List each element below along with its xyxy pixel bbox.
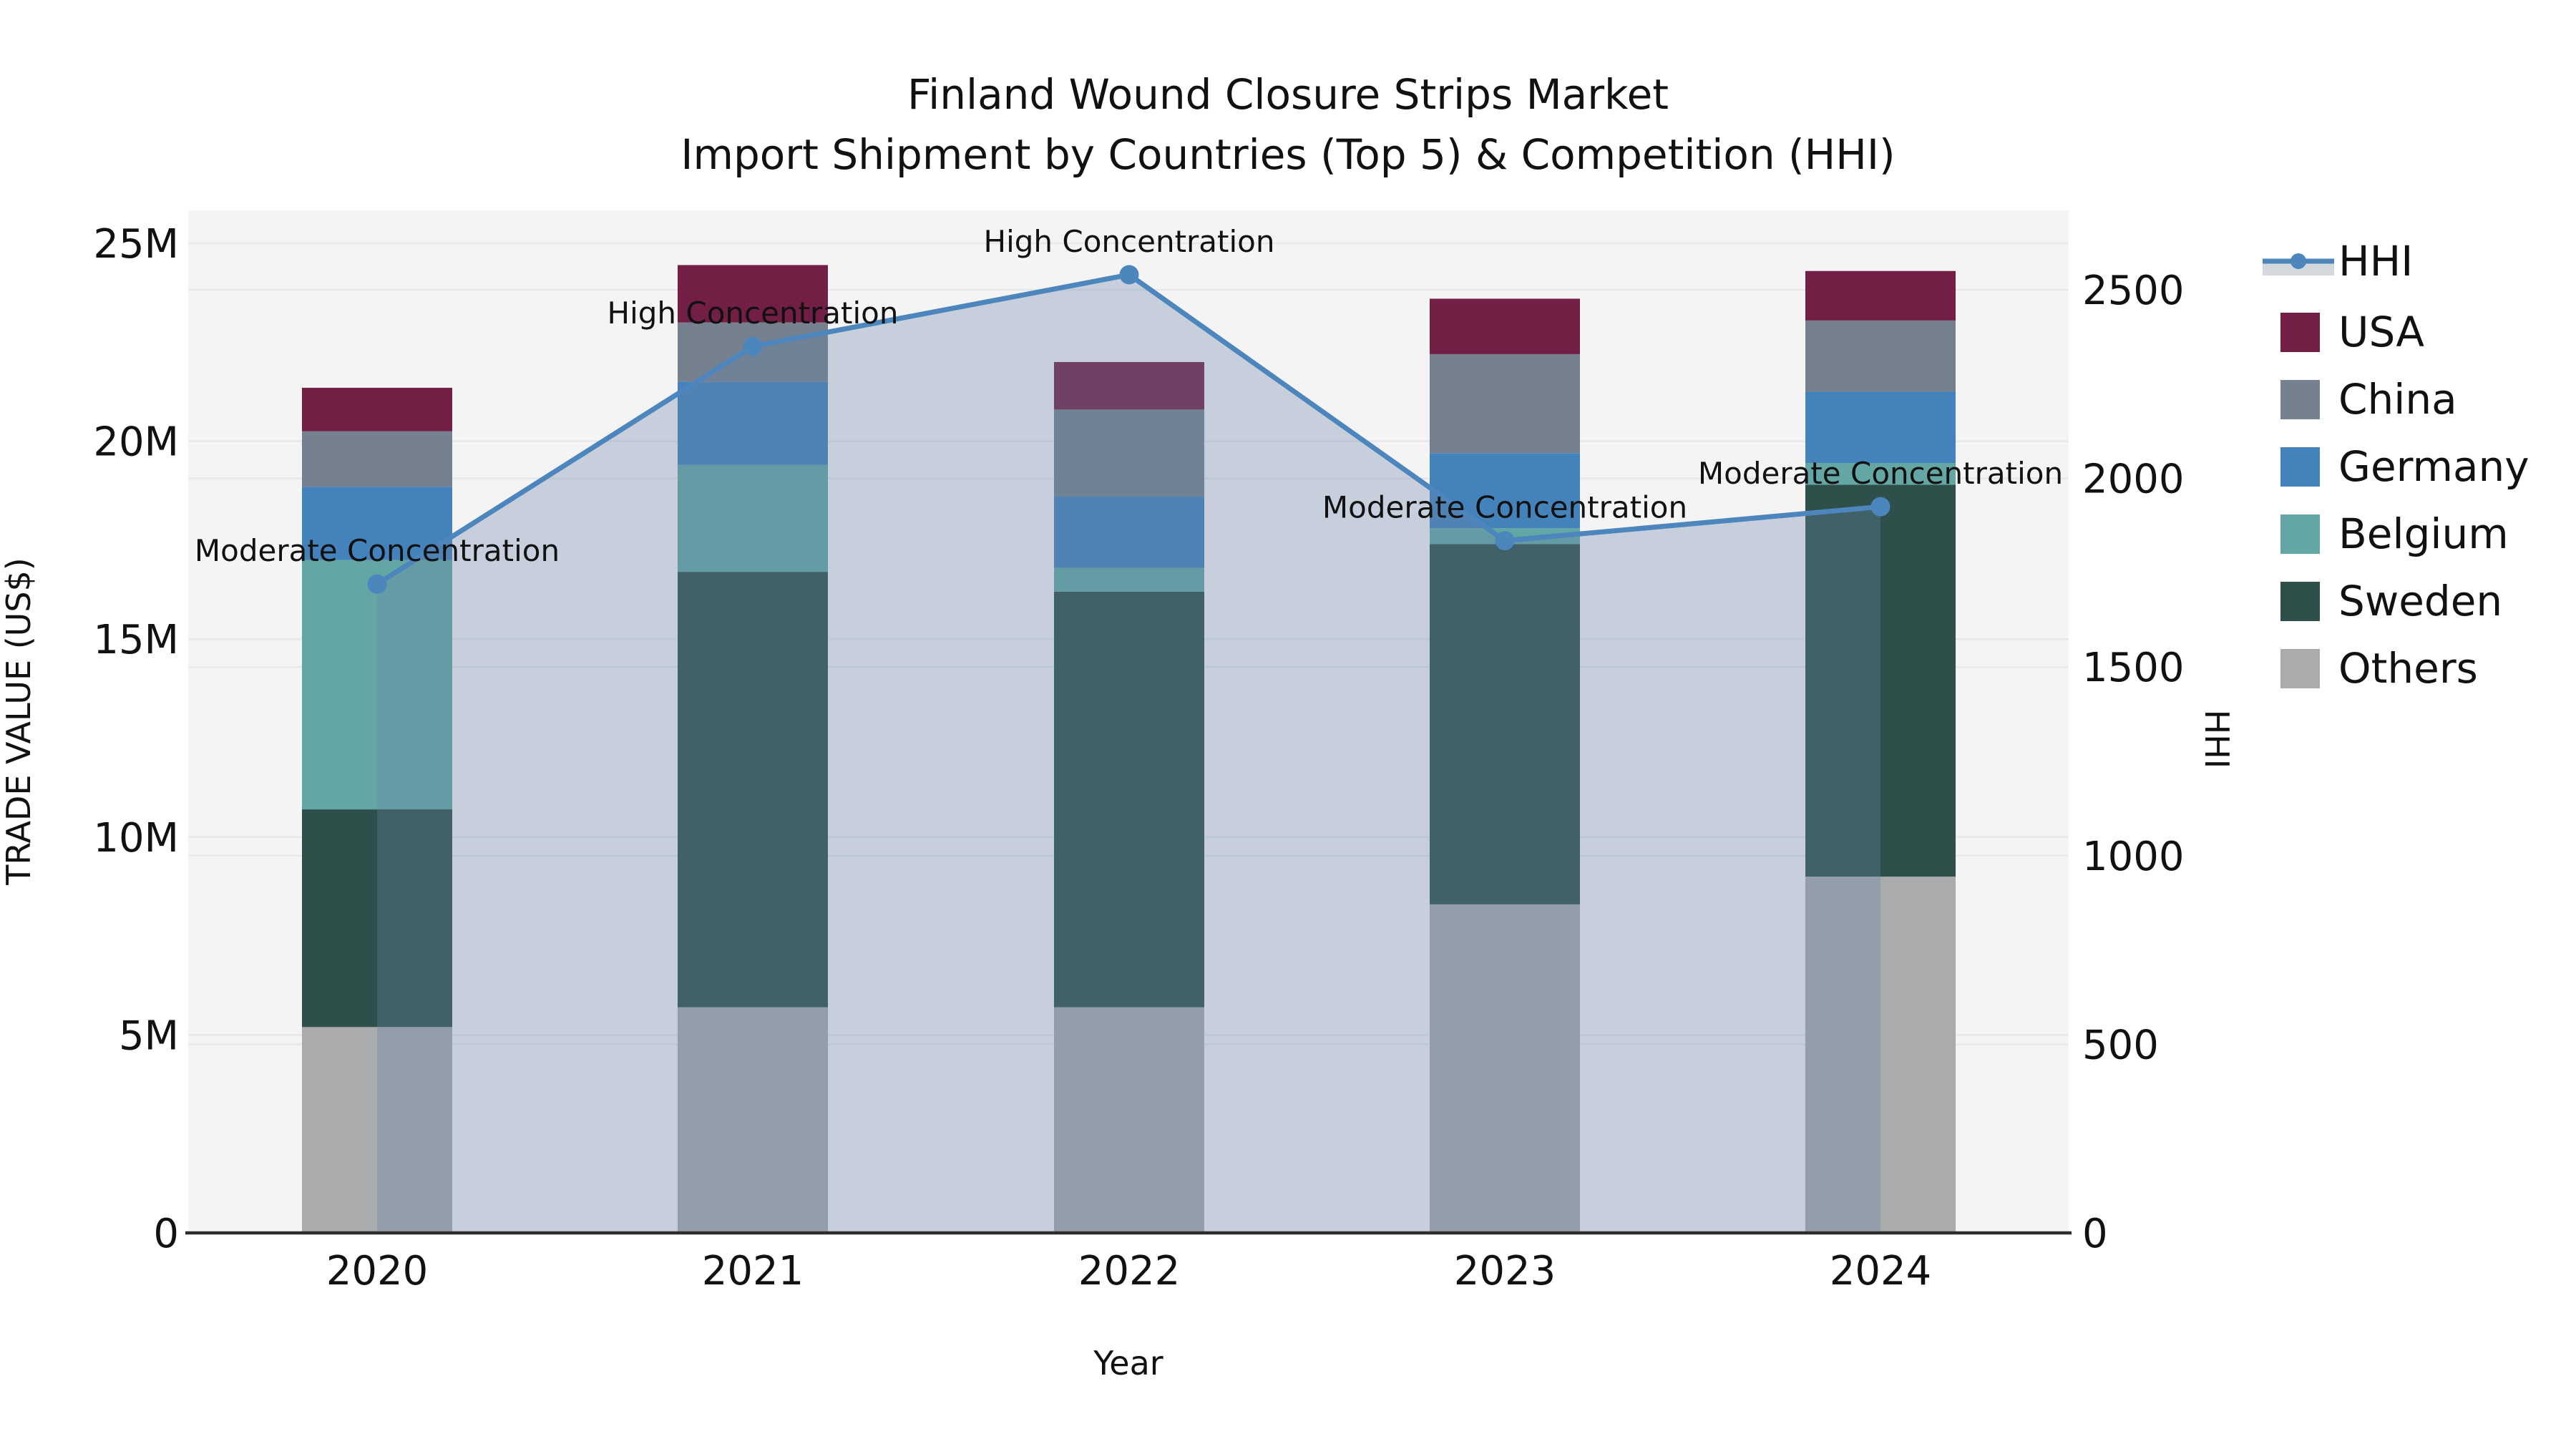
tick-labels-layer: 0 5M 10M 15M 20M 25M 0 500 1000 1500 2000 2500 2020 2…	[93, 221, 2184, 1294]
bar-2020-usa	[302, 387, 452, 431]
hhi-area-fill	[377, 274, 1880, 1233]
hhi-annotation-2024: Moderate Concentration	[1698, 456, 2063, 491]
x-tick-2023: 2023	[1454, 1248, 1556, 1294]
hhi-area-layer	[377, 274, 1880, 1233]
bar-2022-others	[1054, 1007, 1204, 1233]
x-tick-2021: 2021	[702, 1248, 804, 1294]
hhi-marker-2023	[1495, 531, 1515, 551]
bar-2022-belgium	[1054, 567, 1204, 592]
bar-2024-usa	[1805, 270, 1956, 321]
x-tick-2024: 2024	[1830, 1248, 1932, 1294]
hhi-line-layer	[367, 265, 1890, 594]
y2-tick-2000: 2000	[2082, 457, 2185, 503]
y2-tick-0: 0	[2082, 1211, 2108, 1257]
bar-2023-sweden	[1430, 544, 1580, 904]
y2-tick-1000: 1000	[2082, 834, 2185, 880]
bar-2021-sweden	[678, 572, 828, 1008]
annotations-layer: Moderate Concentration High Concentration…	[195, 224, 2063, 568]
bar-2023-usa	[1430, 298, 1580, 354]
legend-item-china: China	[2280, 375, 2457, 424]
bar-2021-usa	[678, 265, 828, 323]
y-tick-10M: 10M	[93, 815, 179, 862]
bar-2020-belgium	[302, 560, 452, 810]
legend-item-usa: USA	[2280, 308, 2424, 356]
hhi-annotation-2021: High Concentration	[608, 296, 899, 331]
hhi-marker-2020	[367, 574, 387, 594]
bar-2020-china	[302, 431, 452, 487]
legend-swatch-others	[2280, 649, 2320, 688]
hhi-annotation-2020: Moderate Concentration	[195, 533, 560, 568]
bar-2020-others	[302, 1027, 452, 1233]
chart-title-line1: Finland Wound Closure Strips Market	[907, 70, 1669, 119]
x-axis-label: Year	[1093, 1344, 1163, 1382]
bar-2021-others	[678, 1007, 828, 1233]
hhi-annotation-2023: Moderate Concentration	[1322, 490, 1687, 525]
bar-2022-germany	[1054, 497, 1204, 568]
y-tick-20M: 20M	[93, 419, 179, 466]
legend: HHI USA China Germany Belgium Sweden Others	[2263, 237, 2529, 693]
hhi-annotation-2022: High Concentration	[984, 224, 1275, 259]
y2-tick-500: 500	[2082, 1022, 2159, 1068]
bar-2020-germany	[302, 487, 452, 560]
legend-label-others: Others	[2338, 644, 2478, 693]
y2-axis-label: HHI	[2197, 710, 2236, 769]
bar-2021-germany	[678, 381, 828, 465]
y-axis-label: TRADE VALUE (US$)	[0, 557, 38, 885]
legend-item-germany: Germany	[2280, 442, 2529, 491]
legend-item-sweden: Sweden	[2280, 577, 2502, 625]
legend-item-belgium: Belgium	[2280, 509, 2509, 558]
legend-swatch-germany	[2280, 447, 2320, 487]
legend-swatch-china	[2280, 380, 2320, 419]
y2-tick-1500: 1500	[2082, 645, 2185, 691]
bar-2021-belgium	[678, 464, 828, 572]
x-tick-2020: 2020	[326, 1248, 429, 1294]
legend-item-hhi: HHI	[2263, 237, 2413, 286]
y-tick-5M: 5M	[119, 1013, 179, 1059]
y-tick-0: 0	[153, 1211, 179, 1257]
chart-title-line2: Import Shipment by Countries (Top 5) & C…	[680, 130, 1895, 179]
legend-label-belgium: Belgium	[2338, 509, 2509, 558]
legend-item-others: Others	[2280, 644, 2478, 693]
legend-label-china: China	[2338, 375, 2457, 424]
bar-2023-germany	[1430, 453, 1580, 529]
y2-tick-2500: 2500	[2082, 268, 2185, 314]
legend-swatch-sweden	[2280, 582, 2320, 621]
legend-label-sweden: Sweden	[2338, 577, 2502, 625]
hhi-marker-2022	[1119, 265, 1139, 285]
legend-hhi-marker-sample	[2290, 253, 2306, 269]
legend-swatch-usa	[2280, 313, 2320, 352]
hhi-marker-2024	[1870, 497, 1890, 517]
bar-2023-others	[1430, 904, 1580, 1233]
y-tick-25M: 25M	[93, 221, 179, 268]
legend-swatch-belgium	[2280, 514, 2320, 554]
hhi-marker-2021	[743, 336, 763, 356]
bar-2024-sweden	[1805, 484, 1956, 877]
bar-2022-sweden	[1054, 591, 1204, 1008]
bar-2024-germany	[1805, 391, 1956, 464]
bars-layer	[302, 265, 1956, 1233]
bar-2024-others	[1805, 877, 1956, 1233]
bar-2023-china	[1430, 353, 1580, 454]
bar-2020-sweden	[302, 809, 452, 1028]
legend-label-germany: Germany	[2338, 442, 2529, 491]
legend-label-hhi: HHI	[2338, 237, 2413, 286]
bar-2022-usa	[1054, 361, 1204, 410]
legend-label-usa: USA	[2338, 308, 2424, 356]
bar-2022-china	[1054, 409, 1204, 497]
bar-2024-china	[1805, 320, 1956, 392]
bar-2024-belgium	[1805, 463, 1956, 485]
y-tick-15M: 15M	[93, 617, 179, 663]
x-tick-2022: 2022	[1078, 1248, 1181, 1294]
